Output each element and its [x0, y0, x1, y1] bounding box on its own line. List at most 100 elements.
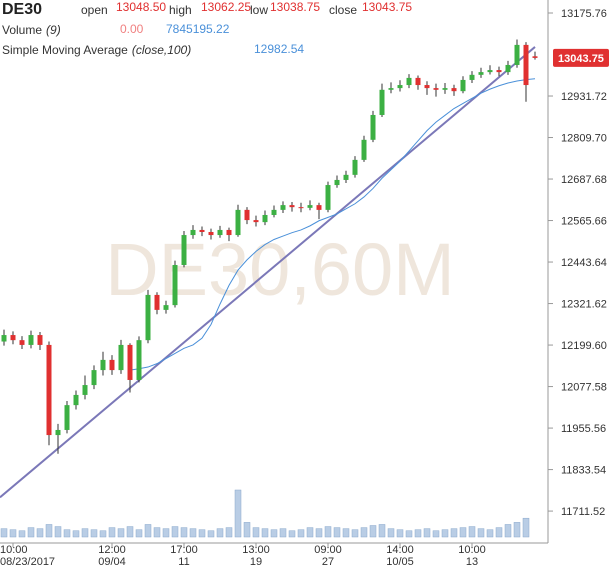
volume-bar	[450, 528, 458, 538]
candle-body	[136, 340, 142, 380]
y-tick-label: 12199.60	[561, 340, 607, 352]
candle-body	[298, 207, 304, 209]
candle-body	[172, 264, 178, 306]
volume-value: 0.00	[120, 22, 144, 36]
volume-bar	[279, 528, 287, 538]
volume-bar	[9, 529, 17, 538]
volume-bar	[432, 530, 440, 538]
volume-bar	[45, 524, 53, 538]
candle-body	[352, 159, 358, 175]
candle-body	[163, 305, 169, 310]
close-value: 13043.75	[362, 0, 412, 14]
candle-body	[280, 205, 286, 210]
trend-line	[0, 46, 536, 499]
y-tick-label: 12565.66	[561, 216, 607, 228]
candle-body	[325, 185, 331, 210]
volume-bar	[198, 529, 206, 538]
volume-bar	[117, 528, 125, 538]
candle-body	[487, 70, 493, 73]
candle-body	[406, 77, 412, 86]
candle-body	[91, 370, 97, 386]
x-date-label: 13	[466, 556, 478, 568]
candle-body	[109, 359, 115, 371]
candle-body	[451, 88, 457, 92]
volume-bar	[414, 529, 422, 538]
volume-legend: Volume (9)	[2, 23, 61, 37]
candle-body	[334, 179, 340, 186]
volume-bar	[171, 526, 179, 538]
volume-bar	[252, 527, 260, 538]
high-value: 13062.25	[201, 0, 251, 14]
y-tick-label: 11711.52	[561, 506, 605, 518]
candle-body	[532, 56, 538, 58]
candle-body	[433, 88, 439, 90]
volume-bar	[396, 529, 404, 538]
open-label: open	[81, 3, 108, 17]
volume-bar	[153, 527, 161, 538]
candle-body	[19, 340, 25, 345]
candle-body	[460, 79, 466, 92]
candle-body	[379, 89, 385, 115]
candle-body	[361, 139, 367, 160]
volume-bar	[378, 524, 386, 538]
volume-bar	[315, 528, 323, 538]
x-date-label: 09/04	[98, 556, 126, 568]
candle-body	[217, 229, 223, 236]
y-tick-label: 12321.62	[561, 299, 607, 311]
sma-line	[129, 78, 536, 371]
candle-body	[289, 205, 295, 208]
candle-body	[64, 405, 70, 430]
volume-bar	[180, 527, 188, 538]
volume-bar	[144, 524, 152, 538]
volume-bar	[99, 530, 107, 538]
volume-bar	[63, 529, 71, 538]
volume-bar	[216, 528, 224, 538]
volume-bar	[297, 529, 305, 538]
candle-body	[370, 114, 376, 140]
high-label: high	[169, 3, 192, 17]
volume-bar	[495, 527, 503, 538]
watermark: DE30,60M	[105, 228, 455, 311]
sma-legend: Simple Moving Average (close,100)	[2, 43, 191, 57]
candle-body	[235, 209, 241, 236]
volume-bar	[522, 517, 530, 538]
low-label: low	[250, 3, 268, 17]
candle-body	[442, 88, 448, 90]
volume-bar	[270, 529, 278, 538]
volume-bar	[486, 529, 494, 538]
volume-bar	[135, 529, 143, 538]
volume-bar	[360, 527, 368, 538]
candle-body	[154, 294, 160, 310]
x-tick-label: 13:00	[242, 544, 270, 556]
candle-body	[46, 344, 52, 436]
volume-bar	[324, 526, 332, 538]
candle-body	[397, 85, 403, 89]
volume-bar	[108, 527, 116, 538]
sma-name: Simple Moving Average	[2, 43, 128, 57]
x-tick-label: 17:00	[170, 544, 198, 556]
candle-body	[343, 174, 349, 180]
x-tick-label: 12:00	[98, 544, 126, 556]
volume-bar	[306, 527, 314, 538]
sma-params: (close,100)	[132, 43, 191, 57]
volume-bar	[90, 529, 98, 538]
volume-bar	[513, 522, 521, 538]
candle-body	[28, 335, 34, 345]
candle-body	[271, 209, 277, 215]
volume-bar	[477, 528, 485, 538]
candle-body	[478, 72, 484, 75]
candle-body	[82, 385, 88, 395]
y-tick-label: 12443.64	[561, 257, 607, 269]
last-price-label: 13043.75	[558, 53, 604, 65]
volume-bar	[36, 528, 44, 538]
candle-body	[505, 64, 511, 73]
candle-body	[190, 229, 196, 236]
x-tick-label: 10:00	[0, 544, 28, 556]
volume-bar	[351, 529, 359, 538]
x-date-label: 11	[178, 556, 189, 568]
volume-bar	[441, 529, 449, 538]
low-value: 13038.75	[270, 0, 320, 14]
candle-body	[424, 85, 430, 89]
candle-body	[73, 394, 79, 406]
